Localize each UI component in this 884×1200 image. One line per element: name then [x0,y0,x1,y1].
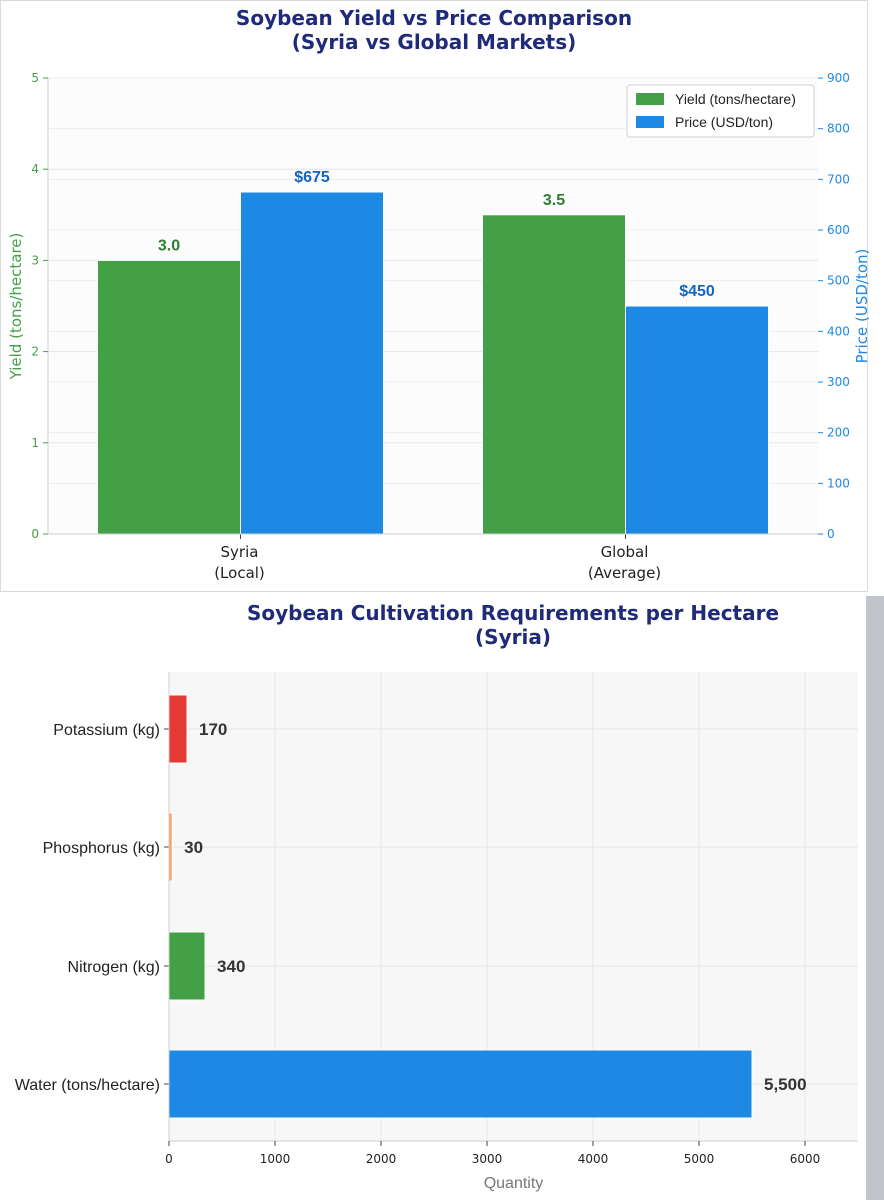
y-tick-label-right: 400 [827,324,850,338]
yield-price-chart-panel: Soybean Yield vs Price Comparison (Syria … [0,0,871,592]
yield-price-chart: Soybean Yield vs Price Comparison (Syria … [7,6,871,582]
y-tick-label-right: 700 [827,172,850,186]
bar [482,214,626,535]
legend-swatch [636,116,664,128]
y-axis-title: Yield (tons/hectare) [7,233,25,381]
cultivation-requirements-chart: Soybean Cultivation Requirements per Hec… [15,601,858,1192]
x-tick-label: 4000 [578,1152,609,1166]
x-tick-label: 2000 [366,1152,397,1166]
y-tick-label: 5 [31,71,39,85]
x-tick-label: 3000 [472,1152,503,1166]
data-label: $675 [294,169,330,186]
cultivation-requirements-chart-panel: Soybean Cultivation Requirements per Hec… [0,596,866,1200]
y-tick-label-right: 200 [827,426,850,440]
bar [168,694,188,764]
x-tick-label: Syria (Local) [214,543,265,582]
side-strip [866,596,884,1200]
data-label: $450 [679,283,715,300]
y-tick-label-right: 800 [827,122,850,136]
x-axis-title: Quantity [484,1175,544,1192]
y-tick-label: 0 [31,527,39,541]
x-tick-label: Global (Average) [588,543,661,582]
x-tick-label: 6000 [790,1152,821,1166]
y-tick-label-right: 500 [827,274,850,288]
x-tick-label: 0 [165,1152,173,1166]
y-axis-title-right: Price (USD/ton) [853,249,871,364]
y-tick-label: Potassium (kg) [53,722,160,739]
y-tick-label-right: 900 [827,71,850,85]
x-tick-label: 1000 [260,1152,291,1166]
data-label: 340 [217,957,245,976]
data-label: 170 [199,720,227,739]
bar [97,259,241,535]
y-tick-label: 4 [31,162,39,176]
data-label: 3.0 [158,237,180,254]
data-label: 3.5 [543,192,565,209]
data-label: 5,500 [764,1075,807,1094]
bar [168,931,206,1001]
x-tick-label: 5000 [684,1152,715,1166]
legend-swatch [636,93,664,105]
legend-label: Yield (tons/hectare) [675,91,796,107]
chart-title: Soybean Cultivation Requirements per Hec… [247,601,779,649]
y-tick-label-right: 0 [827,527,835,541]
bar [240,191,384,535]
legend [626,84,815,138]
bar [168,1049,753,1119]
chart-title: Soybean Yield vs Price Comparison (Syria … [236,6,632,54]
bar [625,305,769,535]
y-tick-label: 2 [31,345,39,359]
legend-label: Price (USD/ton) [675,114,773,130]
y-tick-label: 3 [31,253,39,267]
y-tick-label-right: 100 [827,476,850,490]
y-tick-label: Water (tons/hectare) [15,1077,160,1094]
y-tick-label-right: 300 [827,375,850,389]
y-tick-label: Nitrogen (kg) [68,959,160,976]
data-label: 30 [184,838,203,857]
y-tick-label: Phosphorus (kg) [43,840,160,857]
y-tick-label: 1 [31,436,39,450]
y-tick-label-right: 600 [827,223,850,237]
